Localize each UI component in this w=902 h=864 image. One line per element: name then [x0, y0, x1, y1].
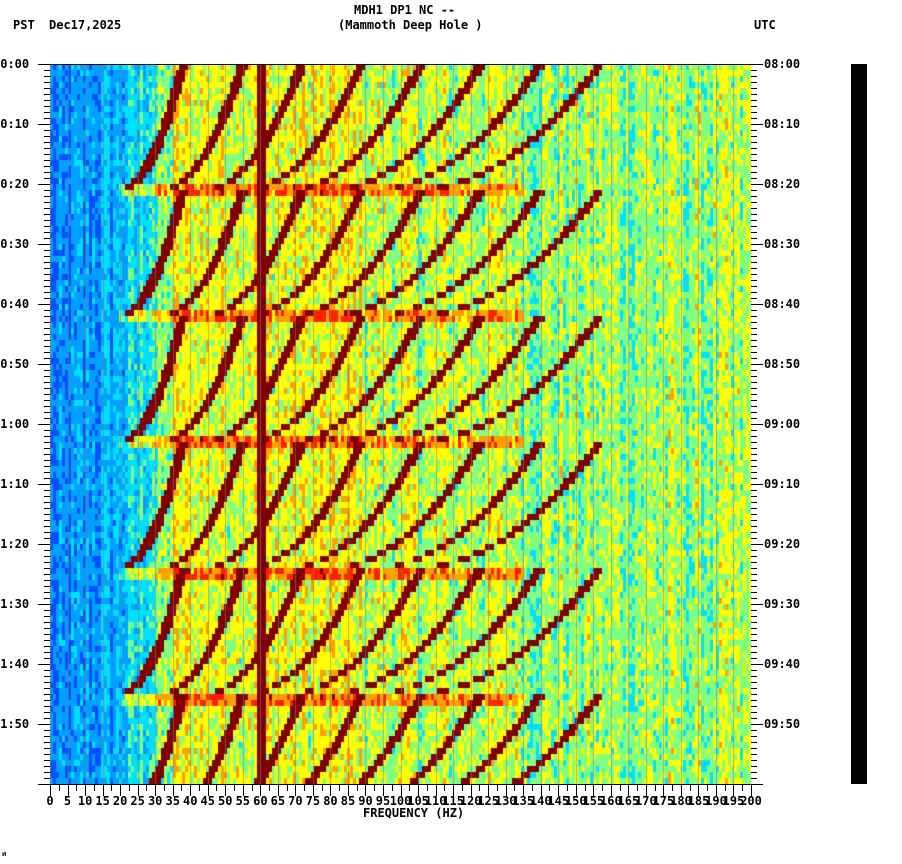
x-tick-label: 80	[323, 794, 338, 808]
y-tick-label-left: 01:20	[0, 537, 30, 551]
y-tick-label-left: 00:50	[0, 357, 30, 371]
x-tick-label: 130	[494, 794, 517, 808]
x-tick-label: 35	[165, 794, 180, 808]
x-tick-label: 175	[652, 794, 675, 808]
y-tick-label-left: 01:40	[0, 657, 30, 671]
y-tick-label-left: 01:30	[0, 597, 30, 611]
x-tick-label: 140	[529, 794, 552, 808]
y-tick-label-left: 00:10	[0, 117, 30, 131]
spectrogram-plot	[50, 64, 751, 784]
y-tick-label-left: 00:30	[0, 237, 30, 251]
x-tick-label: 155	[582, 794, 605, 808]
y-tick-label-left: 00:20	[0, 177, 30, 191]
x-tick-label: 5	[63, 794, 72, 808]
x-tick-label: 170	[635, 794, 657, 808]
x-tick-label: 105	[407, 794, 429, 808]
x-tick-label: 115	[442, 794, 464, 808]
y-tick-label-right: 09:50	[764, 717, 801, 731]
y-tick-label-right: 08:20	[764, 177, 801, 191]
footer-mark: ᴎ	[2, 850, 7, 858]
y-tick-label-right: 09:30	[764, 597, 801, 611]
y-tick-label-right: 08:30	[764, 237, 801, 251]
x-tick-label: 185	[687, 794, 710, 808]
x-tick-label: 85	[340, 794, 356, 808]
y-tick-label-right: 09:40	[764, 657, 801, 671]
y-tick-label-right: 08:50	[764, 357, 801, 371]
x-tick-label: 60	[253, 794, 268, 808]
chart-title-location: (Mammoth Deep Hole )	[338, 18, 483, 32]
y-tick-label-left: 01:50	[0, 717, 30, 731]
date-label: Dec17,2025	[49, 18, 122, 32]
right-timezone-label: UTC	[754, 18, 776, 32]
x-tick-label: 50	[218, 794, 233, 808]
x-tick-label: 10	[77, 794, 93, 808]
y-tick-label-right: 08:00	[764, 57, 801, 71]
x-tick-label: 190	[705, 794, 727, 808]
x-tick-label: 15	[95, 794, 110, 808]
y-tick-label-right: 09:00	[764, 417, 801, 431]
x-tick-label: 120	[459, 794, 482, 808]
x-tick-label: 160	[600, 794, 622, 808]
x-tick-label: 200	[740, 794, 762, 808]
y-tick-label-left: 01:10	[0, 477, 30, 491]
spectrogram-canvas	[50, 64, 751, 784]
x-tick-label: 70	[288, 794, 303, 808]
chart-title-station: MDH1 DP1 NC --	[354, 3, 456, 17]
y-tick-label-right: 09:10	[764, 477, 801, 491]
x-tick-label: 65	[270, 794, 286, 808]
x-tick-label: 75	[305, 794, 321, 808]
x-tick-label: 20	[112, 794, 128, 808]
x-tick-label: 125	[477, 794, 499, 808]
x-tick-label: 40	[183, 794, 198, 808]
y-tick-label-left: 00:40	[0, 297, 30, 311]
x-tick-label: 165	[617, 794, 640, 808]
x-tick-label: 180	[670, 794, 692, 808]
y-tick-label-right: 09:20	[764, 537, 801, 551]
x-tick-label: 90	[358, 794, 373, 808]
y-tick-label-left: 00:00	[0, 57, 30, 71]
x-tick-label: 100	[389, 794, 412, 808]
left-timezone-label: PST	[13, 18, 35, 32]
x-tick-label: 55	[235, 794, 251, 808]
x-tick-label: 95	[375, 794, 391, 808]
y-tick-label-left: 01:00	[0, 417, 30, 431]
x-tick-label: 195	[722, 794, 745, 808]
x-tick-label: 45	[200, 794, 215, 808]
x-tick-label: 25	[130, 794, 145, 808]
x-tick-label: 145	[547, 794, 570, 808]
x-axis-label: FREQUENCY (HZ)	[363, 806, 465, 820]
x-tick-label: 110	[424, 794, 447, 808]
x-tick-label: 150	[564, 794, 587, 808]
x-tick-label: 30	[147, 794, 163, 808]
x-tick-label: 135	[512, 794, 535, 808]
y-tick-label-right: 08:10	[764, 117, 801, 131]
x-tick-label: 0	[46, 794, 54, 808]
amplitude-bar	[851, 64, 867, 784]
y-tick-label-right: 08:40	[764, 297, 801, 311]
